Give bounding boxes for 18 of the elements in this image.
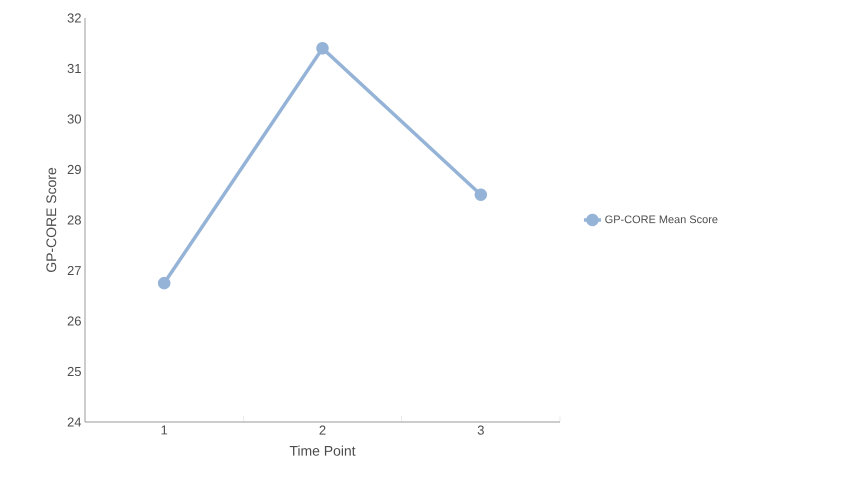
y-tick-label: 26 [68,316,81,326]
y-axis-title: GP-CORE Score [46,168,56,272]
y-tick-label: 30 [68,114,81,124]
y-tick-label: 28 [68,215,81,225]
y-tick-label: 32 [68,13,81,23]
point [316,42,329,55]
x-tick-label: 2 [320,426,326,435]
y-tick-label: 27 [68,266,81,276]
legend-label: GP-CORE Mean Score [605,215,718,224]
x-tick-label: 1 [162,426,168,434]
x-axis-title: Time Point [290,446,356,456]
y-tick-label: 24 [68,417,82,427]
y-tick-label: 25 [68,366,81,376]
point [158,276,170,290]
y-tick-label: 29 [68,164,81,174]
x-tick-label: 3 [478,426,484,435]
y-tick-label: 31 [68,64,81,74]
point [474,188,488,202]
